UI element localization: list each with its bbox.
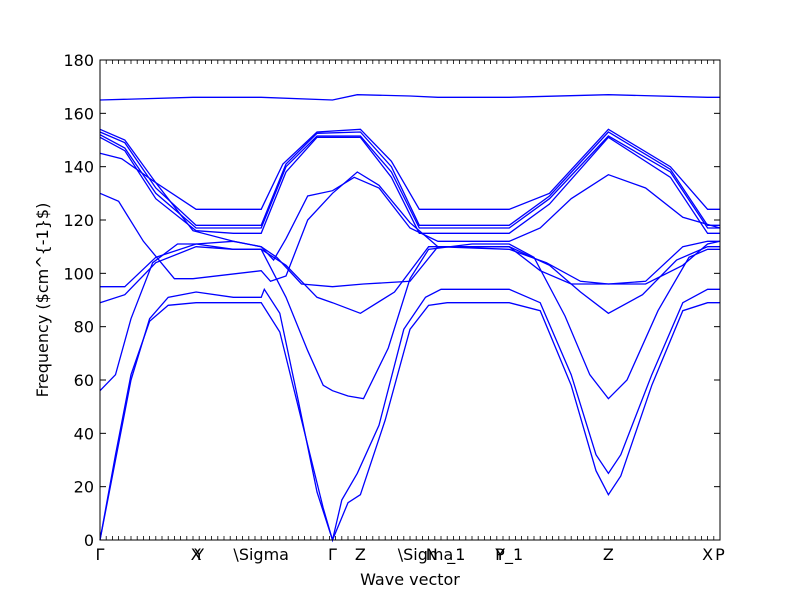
band-line-7 [99,171,720,285]
x-tick-label-3: \Sigma [233,545,289,564]
y-tick-label-8: 160 [63,104,94,123]
x-axis-title: Wave vector [360,570,460,589]
band-line-4 [99,134,720,229]
band-line-9 [99,246,720,315]
x-tick-label-8: _1 [446,545,465,565]
band-line-11 [99,287,720,543]
band-line-8 [100,240,721,288]
x-tick-label-4: Γ [328,545,337,564]
band-line-6 [99,152,721,262]
band-line-10 [99,243,720,400]
x-tick-label-7: N [426,545,438,564]
y-tick-label-5: 100 [63,264,94,283]
band-line-3 [99,131,720,226]
x-tick-label-6: \Sigma [398,545,454,564]
x-tick-label-0: Γ [96,545,105,564]
band-line-1 [99,94,720,101]
y-tick-label-4: 80 [74,318,94,337]
y-tick-label-0: 0 [84,531,94,550]
x-tick-label-13: P [715,545,725,564]
x-tick-label-9: P [495,545,505,564]
x-tick-label-10: Y_1 [494,545,523,565]
band-line-2 [99,128,720,210]
y-tick-label-9: 180 [63,51,94,70]
y-tick-label-7: 140 [63,158,94,177]
x-tick-label-12: X [702,545,713,564]
y-axis-title: Frequency ($cm^{-1}$) [33,203,52,398]
y-tick-label-3: 60 [74,371,94,390]
y-tick-label-2: 40 [74,424,94,443]
x-tick-label-2: Y [193,545,204,564]
band-line-12 [99,302,720,542]
x-tick-label-5: Z [355,545,366,564]
x-tick-label-11: Z [603,545,614,564]
x-tick-label-1: X [191,545,202,564]
y-tick-label-1: 20 [74,478,94,497]
y-tick-label-6: 120 [63,211,94,230]
series-layer [99,94,721,543]
